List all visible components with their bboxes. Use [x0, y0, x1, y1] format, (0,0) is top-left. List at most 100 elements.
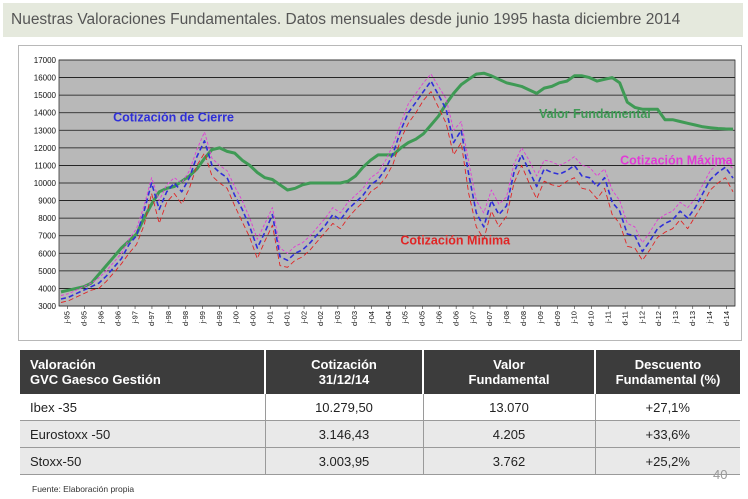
x-tick-label: d-07 [485, 311, 494, 326]
y-tick-label: 3000 [38, 302, 56, 311]
x-tick-label: j-11 [604, 311, 613, 324]
x-tick-label: j-07 [468, 311, 477, 325]
x-tick-label: d-99 [215, 311, 224, 326]
y-tick-label: 8000 [38, 214, 56, 223]
page-number: 40 [713, 467, 728, 482]
x-tick-label: d-12 [654, 311, 663, 326]
x-tick-label: j-95 [63, 311, 72, 325]
title-bar: Nuestras Valoraciones Fundamentales. Dat… [3, 3, 743, 37]
x-tick-label: j-99 [198, 311, 207, 325]
table-row: Eurostoxx -50 3.146,43 4.205 +33,6% [20, 420, 740, 448]
series-annotation: Cotización de Cierre [113, 111, 234, 125]
x-tick-label: j-03 [333, 311, 342, 325]
series-line-cotizaci-n-m-xima [60, 73, 734, 296]
table-cell: Ibex -35 [20, 394, 266, 421]
x-tick-label: d-10 [587, 311, 596, 326]
header-line: Fundamental [468, 372, 550, 387]
table-cell: 3.003,95 [265, 447, 424, 475]
y-tick-label: 10000 [34, 179, 57, 188]
x-tick-label: d-13 [688, 311, 697, 326]
table-cell: +25,2% [595, 447, 740, 475]
table-cell: 3.146,43 [265, 420, 424, 448]
y-tick-label: 13000 [34, 126, 57, 135]
x-tick-label: j-14 [705, 311, 714, 325]
y-tick-label: 17000 [34, 56, 57, 65]
x-tick-label: d-02 [316, 311, 325, 326]
x-tick-label: j-12 [637, 311, 646, 325]
x-tick-label: d-14 [722, 311, 731, 326]
header-valoracion: Valoración GVC Gaesco Gestión [20, 350, 266, 394]
header-line: Valoración [30, 357, 96, 372]
table-cell: 3.762 [423, 447, 596, 475]
table-cell: Eurostoxx -50 [20, 420, 266, 448]
x-tick-label: d-09 [553, 311, 562, 326]
x-tick-label: d-08 [519, 311, 528, 326]
x-tick-label: j-97 [130, 311, 139, 325]
x-tick-label: d-01 [282, 311, 291, 326]
header-descuento: Descuento Fundamental (%) [595, 350, 740, 394]
table-cell: +27,1% [595, 394, 740, 421]
header-valor-fundamental: Valor Fundamental [423, 350, 596, 394]
x-tick-label: d-96 [113, 311, 122, 326]
x-tick-label: d-95 [80, 311, 89, 326]
header-cotizacion: Cotización 31/12/14 [265, 350, 424, 394]
x-tick-label: j-04 [367, 311, 376, 325]
x-tick-label: j-00 [232, 311, 241, 325]
table-row: Ibex -35 10.279,50 13.070 +27,1% [20, 394, 740, 421]
y-tick-label: 12000 [34, 144, 57, 153]
y-tick-label: 11000 [34, 161, 56, 170]
x-tick-label: d-11 [620, 311, 629, 325]
y-tick-label: 4000 [38, 284, 56, 293]
series-line-cotizaci-n-m-nima [60, 91, 734, 303]
series-line-cotizaci-n-de-cierre [60, 80, 734, 300]
table-cell: 4.205 [423, 420, 596, 448]
header-line: Valor [493, 357, 525, 372]
x-tick-label: j-10 [570, 311, 579, 325]
chart-frame: 3000 4000 5000 6000 7000 8000 9000 10000 11000 12… [18, 45, 742, 341]
y-tick-label: 14000 [34, 109, 57, 118]
x-tick-label: j-96 [97, 311, 106, 325]
line-chart: 3000 4000 5000 6000 7000 8000 9000 10000 11000 12… [34, 56, 736, 326]
plot-border [58, 59, 736, 307]
x-tick-label: j-01 [266, 311, 275, 325]
header-line: GVC Gaesco Gestión [30, 372, 161, 387]
y-tick-label: 9000 [38, 197, 56, 206]
x-tick-label: d-05 [418, 311, 427, 326]
y-tick-label: 16000 [34, 74, 57, 83]
x-tick-label: d-04 [384, 311, 393, 326]
x-tick-label: d-98 [181, 311, 190, 326]
table-row: Stoxx-50 3.003,95 3.762 +25,2% [20, 447, 740, 475]
x-tick-label: d-06 [451, 311, 460, 326]
page-title: Nuestras Valoraciones Fundamentales. Dat… [11, 11, 681, 28]
series-annotation: Cotización Máxima [620, 154, 734, 168]
x-tick-label: j-09 [536, 311, 545, 325]
x-tick-label: d-97 [147, 311, 156, 326]
y-tick-label: 6000 [38, 249, 56, 258]
table-cell: +33,6% [595, 420, 740, 448]
valuation-table-wrap: Valoración GVC Gaesco Gestión Cotización… [20, 350, 740, 475]
header-line: Descuento [634, 357, 702, 372]
x-tick-label: j-13 [671, 311, 680, 325]
table-cell: 13.070 [423, 394, 596, 421]
table-cell: Stoxx-50 [20, 447, 266, 475]
series-annotation: Cotización Mínima [400, 234, 511, 248]
table-cell: 10.279,50 [265, 394, 424, 421]
x-tick-label: d-00 [249, 311, 258, 326]
x-tick-label: j-02 [299, 311, 308, 325]
x-tick-label: j-05 [401, 311, 410, 325]
y-tick-label: 5000 [38, 267, 56, 276]
x-tick-label: j-08 [502, 311, 511, 325]
x-tick-label: j-98 [164, 311, 173, 325]
header-line: 31/12/14 [318, 372, 370, 387]
x-tick-label: j-06 [435, 311, 444, 325]
source-note: Fuente: Elaboración propia [32, 484, 135, 494]
y-tick-label: 15000 [34, 91, 57, 100]
y-tick-label: 7000 [38, 232, 56, 241]
header-line: Cotización [311, 357, 377, 372]
series-line-valor-fundamental [60, 71, 734, 294]
series-annotation: Valor Fundamental [539, 107, 651, 121]
valuation-table: Valoración GVC Gaesco Gestión Cotización… [20, 350, 740, 475]
x-tick-label: d-03 [350, 311, 359, 326]
header-line: Fundamental (%) [615, 372, 721, 387]
table-header-row: Valoración GVC Gaesco Gestión Cotización… [20, 350, 740, 394]
